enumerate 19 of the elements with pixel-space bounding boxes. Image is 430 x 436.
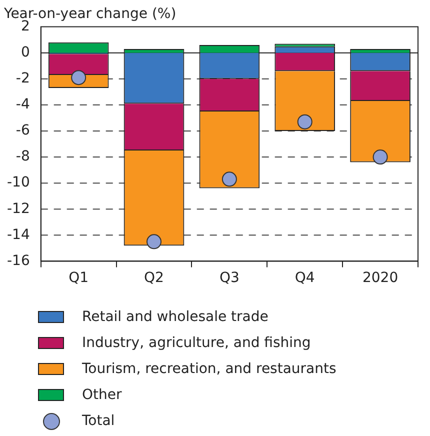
x-tick-label: Q1 <box>68 270 89 286</box>
x-tick-label: Q4 <box>294 270 315 286</box>
x-tick-label: Q3 <box>219 270 240 286</box>
y-tick-label: -12 <box>6 200 30 217</box>
y-tick-label: 0 <box>20 44 30 60</box>
y-tick-label: -16 <box>6 252 30 269</box>
y-tick-label: -2 <box>16 70 30 87</box>
y-tick-label: -6 <box>16 122 30 139</box>
legend-label: Retail and wholesale trade <box>82 309 268 325</box>
y-tick-label: -10 <box>6 174 30 191</box>
legend-label: Total <box>82 413 115 429</box>
x-tick-label: Q2 <box>144 270 164 286</box>
y-tick-label: -8 <box>16 148 30 165</box>
y-tick-label: -4 <box>16 96 30 113</box>
x-tick-label: 2020 <box>362 270 398 286</box>
y-tick-label: -14 <box>6 226 30 243</box>
legend-label: Other <box>82 387 122 403</box>
legend-label: Industry, agriculture, and fishing <box>82 335 311 351</box>
legend-label: Tourism, recreation, and restaurants <box>82 361 336 377</box>
